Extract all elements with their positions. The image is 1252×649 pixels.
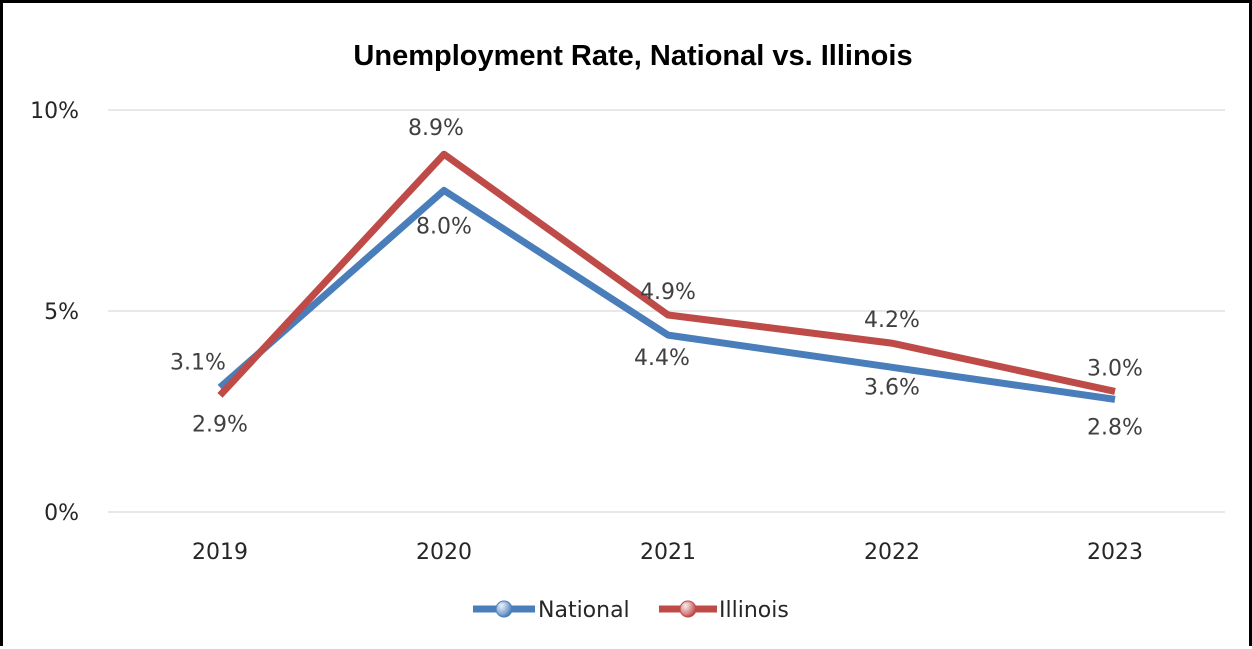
legend-marker-icon bbox=[679, 600, 697, 618]
y-axis-ticks: 0% 5% 10% bbox=[30, 99, 79, 526]
chart-title: Unemployment Rate, National vs. Illinois bbox=[353, 40, 912, 72]
x-tick-label: 2019 bbox=[192, 540, 248, 565]
series-line-national bbox=[217, 186, 1116, 403]
x-tick-label: 2021 bbox=[640, 540, 696, 565]
legend: National Illinois bbox=[473, 598, 789, 623]
legend-label: Illinois bbox=[719, 598, 789, 623]
data-label-national: 2.8% bbox=[1087, 415, 1143, 440]
data-label-national: 8.0% bbox=[416, 214, 472, 239]
data-label-illinois: 4.9% bbox=[640, 280, 696, 305]
series-line-illinois bbox=[217, 150, 1116, 398]
data-label-illinois: 2.9% bbox=[192, 412, 248, 437]
data-label-illinois: 3.0% bbox=[1087, 356, 1143, 381]
data-label-national: 3.1% bbox=[170, 350, 226, 375]
line-chart: Unemployment Rate, National vs. Illinois… bbox=[30, 40, 1225, 623]
legend-label: National bbox=[538, 598, 630, 623]
y-tick-label: 0% bbox=[44, 501, 79, 526]
data-labels: 3.1% 8.0% 4.4% 3.6% 2.8% 2.9% 8.9% 4.9% 4.2% 3.0% bbox=[170, 116, 1143, 440]
x-axis-ticks: 2019 2020 2021 2022 2023 bbox=[192, 540, 1143, 565]
data-label-illinois: 4.2% bbox=[864, 308, 920, 333]
series-lines bbox=[217, 150, 1116, 403]
legend-marker-icon bbox=[495, 600, 513, 618]
x-tick-label: 2022 bbox=[864, 540, 920, 565]
x-tick-label: 2020 bbox=[416, 540, 472, 565]
y-tick-label: 10% bbox=[30, 99, 79, 124]
y-tick-label: 5% bbox=[44, 300, 79, 325]
data-label-national: 4.4% bbox=[634, 346, 690, 371]
x-tick-label: 2023 bbox=[1087, 540, 1143, 565]
data-label-illinois: 8.9% bbox=[408, 116, 464, 141]
data-label-national: 3.6% bbox=[864, 375, 920, 400]
